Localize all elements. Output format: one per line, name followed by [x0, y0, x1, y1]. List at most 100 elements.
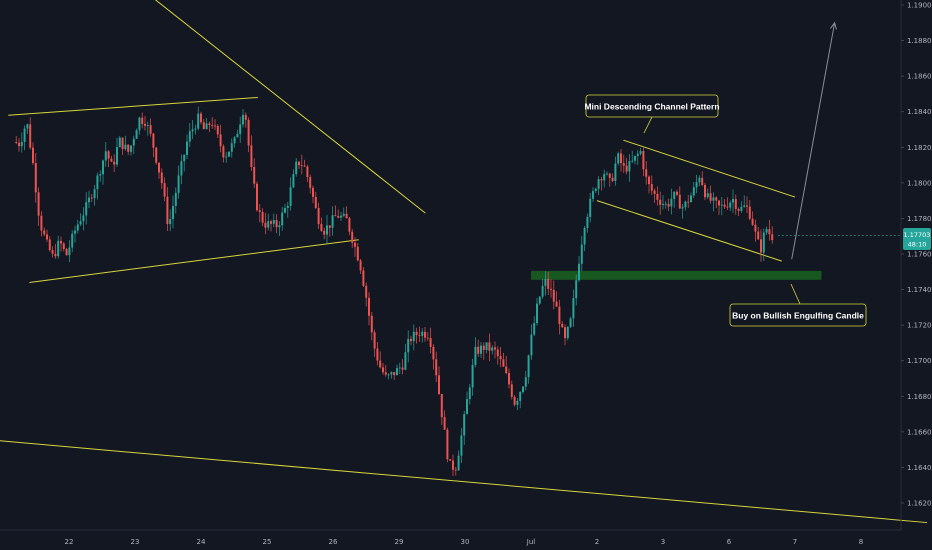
- channel-upper-line: [623, 139, 796, 198]
- candle-body: [384, 372, 387, 375]
- candle-body: [695, 182, 698, 188]
- candle-body: [250, 145, 253, 167]
- candle-body: [513, 396, 516, 405]
- candle-body: [376, 348, 379, 361]
- candle-body: [639, 151, 642, 154]
- candle-body: [550, 288, 552, 290]
- candle-body: [723, 204, 726, 207]
- candle-body: [76, 224, 79, 231]
- candle-body: [482, 345, 485, 350]
- candle-body: [673, 191, 676, 199]
- candle-body: [664, 203, 667, 205]
- x-tick-label: 29: [395, 538, 404, 546]
- x-tick-label: 8: [859, 538, 863, 546]
- candle-body: [583, 228, 586, 245]
- candle-body: [488, 342, 491, 351]
- projection-arrow-shaft: [791, 22, 836, 260]
- price-axis[interactable]: 1.19000 1.18800 1.18600 1.18400 1.18200 1.180…: [901, 2, 932, 508]
- candle-body: [267, 221, 270, 228]
- candle-body: [368, 297, 370, 316]
- candle-body: [678, 194, 681, 209]
- candle-body: [272, 220, 275, 224]
- candle-body: [124, 144, 127, 150]
- candle-body: [667, 203, 670, 207]
- candle-body: [704, 184, 706, 198]
- projection-arrow-head: [830, 21, 837, 30]
- candle-body: [65, 248, 68, 256]
- candle-body: [597, 179, 600, 189]
- candle-body: [40, 215, 43, 231]
- candle-body: [348, 218, 351, 232]
- candle-body: [356, 246, 359, 261]
- candle-body: [303, 165, 306, 167]
- candle-body: [264, 222, 267, 228]
- candle-body: [463, 414, 466, 436]
- y-tick-label: 1.18800: [907, 37, 932, 45]
- candle-body: [292, 174, 295, 188]
- candle-body: [79, 221, 82, 225]
- candle-body: [57, 240, 60, 257]
- candle-body: [575, 280, 578, 299]
- candle-body: [183, 154, 186, 162]
- candle-body: [656, 193, 659, 200]
- candle-body: [592, 191, 594, 199]
- candle-body: [600, 179, 603, 181]
- candle-body: [104, 151, 107, 161]
- x-tick-label: 24: [197, 538, 206, 546]
- candle-body: [160, 172, 163, 184]
- candle-body: [547, 278, 550, 289]
- y-tick-label: 1.18600: [907, 73, 932, 81]
- x-tick-label: 3: [661, 538, 665, 546]
- candle-body: [421, 331, 424, 336]
- candle-body: [312, 187, 314, 197]
- zone-layer: [531, 270, 822, 280]
- y-tick-label: 1.18400: [907, 108, 932, 116]
- candle-body: [253, 166, 256, 184]
- candle-body: [166, 196, 169, 224]
- candle-body: [412, 331, 415, 342]
- candle-body: [194, 128, 197, 130]
- candle-body: [359, 260, 362, 271]
- candle-body: [261, 211, 264, 223]
- candle-body: [74, 230, 76, 234]
- candle-body: [522, 386, 524, 393]
- candle-body: [614, 163, 617, 182]
- candle-body: [93, 189, 96, 199]
- current-price-label: 1.17703: [904, 231, 931, 239]
- candle-body: [474, 346, 477, 365]
- x-tick-label: 26: [329, 538, 338, 546]
- candle-body: [90, 197, 93, 199]
- candle-body: [435, 359, 438, 376]
- candle-body: [295, 161, 298, 175]
- buy-callout-box: [729, 303, 867, 327]
- candle-body: [328, 225, 331, 228]
- buy-callout[interactable]: Buy on Bullish Engulfing Candle: [729, 283, 867, 327]
- candle-body: [480, 345, 482, 354]
- candle-body: [620, 153, 622, 164]
- candle-body: [636, 153, 639, 156]
- candle-body: [233, 137, 236, 144]
- candle-body: [177, 175, 180, 193]
- time-axis[interactable]: 22 23 24 25 26 29 30 Jul 2 3 6 7 8: [65, 538, 864, 546]
- current-price-tag[interactable]: 1.17703 48:10: [903, 228, 931, 250]
- candle-body: [496, 349, 499, 357]
- candle-body: [326, 225, 328, 235]
- candle-body: [706, 193, 709, 198]
- channel-callout[interactable]: Mini Descending Channel Pattern: [584, 94, 720, 134]
- candle-body: [247, 119, 250, 146]
- descending-resistance-line: [154, 0, 426, 214]
- candle-body: [499, 356, 502, 360]
- candle-body: [107, 151, 110, 159]
- candle-body: [645, 169, 648, 177]
- y-tick-label: 1.18000: [907, 179, 932, 187]
- channel-lower-line: [596, 200, 782, 262]
- candle-body: [530, 334, 533, 356]
- candle-body: [544, 278, 547, 287]
- candle-body: [684, 201, 687, 208]
- candle-body: [561, 323, 564, 328]
- candle-body: [510, 384, 513, 397]
- candle-body: [502, 359, 505, 367]
- candle-body: [174, 192, 177, 206]
